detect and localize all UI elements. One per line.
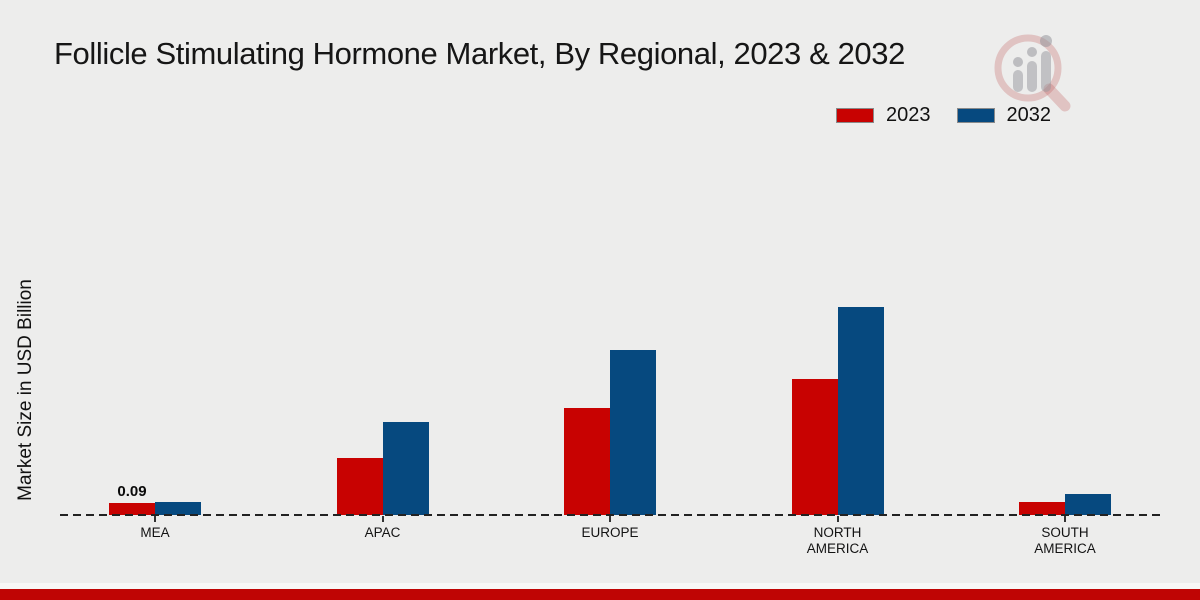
x-axis-category-label: SOUTH AMERICA xyxy=(1034,525,1096,556)
legend-label-2023: 2023 xyxy=(886,104,931,126)
bar-2032-north-america xyxy=(837,307,884,515)
bar-2032-europe xyxy=(610,350,656,515)
bar-2032-mea xyxy=(155,502,201,515)
bar-2023-europe xyxy=(564,408,610,515)
bar-2023-south-america xyxy=(1019,502,1065,515)
legend: 2023 2032 xyxy=(836,104,1051,127)
legend-swatch-2023 xyxy=(836,108,874,123)
x-axis-category-label: APAC xyxy=(364,525,401,540)
x-axis-tick xyxy=(154,516,156,522)
bar-2032-apac xyxy=(382,422,429,515)
legend-label-2032: 2032 xyxy=(1006,104,1052,126)
x-axis-category-label: EUROPE xyxy=(581,525,639,540)
magnifier-growth-chart-logo-icon xyxy=(994,34,1071,112)
x-axis-category-label: NORTH AMERICA xyxy=(806,525,869,556)
legend-item-2032: 2032 xyxy=(956,104,1052,127)
x-axis-line xyxy=(60,514,1160,516)
legend-swatch-2032 xyxy=(956,108,995,123)
x-axis-tick xyxy=(381,516,384,522)
footer-light-strip xyxy=(0,583,1200,589)
x-axis-tick xyxy=(1064,516,1066,522)
x-axis-tick xyxy=(609,516,611,522)
bar-2032-south-america xyxy=(1065,494,1111,515)
footer xyxy=(0,583,1200,600)
legend-item-2023: 2023 xyxy=(836,104,931,127)
bar-value-label: 0.09 xyxy=(117,483,147,500)
x-axis-category-label: MEA xyxy=(140,525,170,540)
chart-title: Follicle Stimulating Hormone Market, By … xyxy=(54,36,905,71)
x-axis-tick xyxy=(836,516,839,522)
footer-red-bar xyxy=(0,589,1200,600)
bar-2023-mea xyxy=(109,503,155,515)
bar-2023-north-america xyxy=(791,379,838,515)
bar-2023-apac xyxy=(336,458,383,515)
